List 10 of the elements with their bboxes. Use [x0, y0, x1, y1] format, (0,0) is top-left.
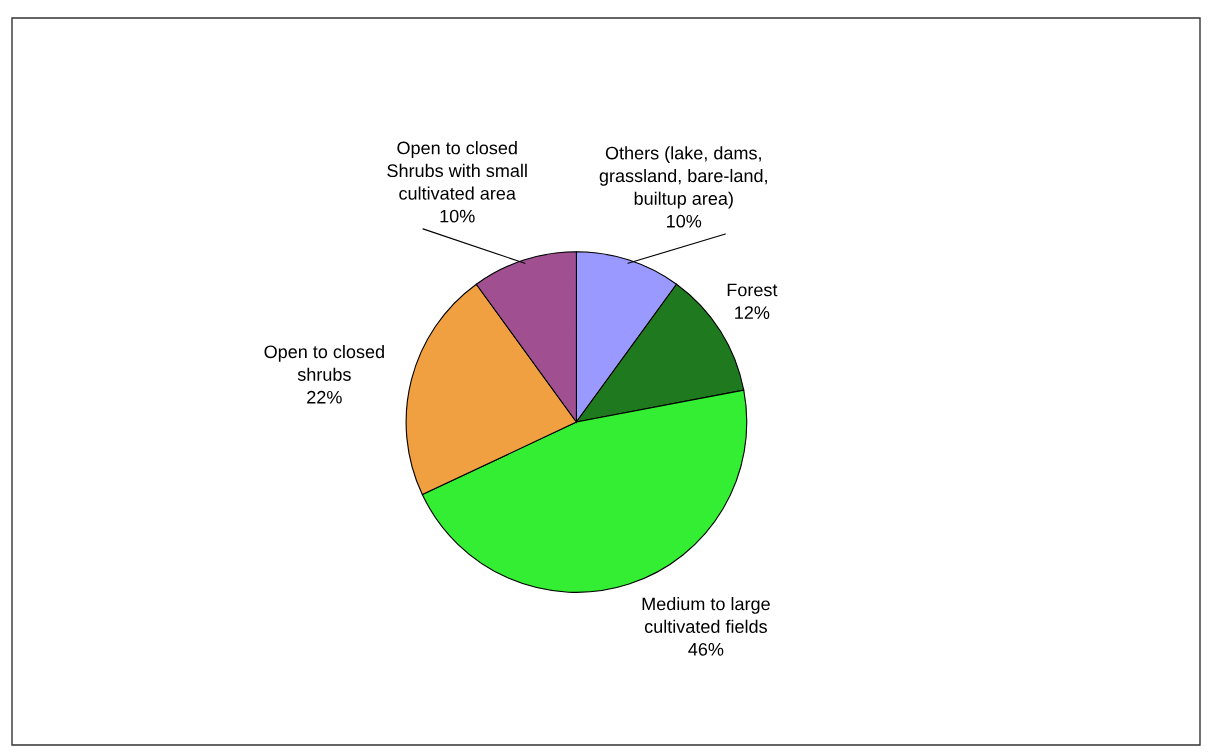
data-label: 10%: [440, 209, 475, 223]
data-label: 22%: [307, 390, 342, 404]
data-label: 12%: [735, 306, 770, 319]
slice-label: Others (lake, dams, grassland, bare-land, builtup area): [599, 146, 767, 209]
data-label: 10%: [667, 214, 702, 228]
slice-label: Open to closed shrubs: [264, 344, 384, 381]
data-label: 46%: [688, 642, 724, 656]
slice-label: Open to closed Shrubs with small cultivated area: [387, 141, 527, 200]
slice-label: Medium to large cultivated fields: [642, 597, 770, 633]
slice-label: Forest: [727, 283, 778, 297]
